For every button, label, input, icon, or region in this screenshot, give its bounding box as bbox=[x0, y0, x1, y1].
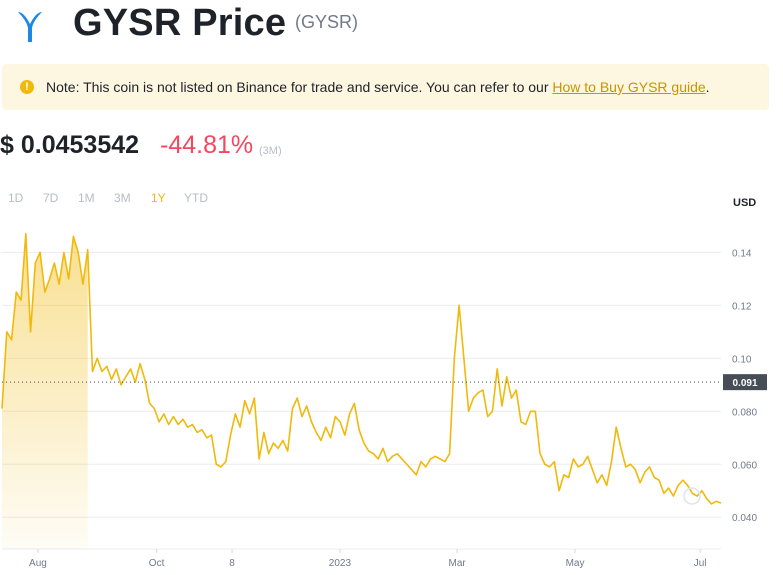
price-chart[interactable]: 0.091 0.040 0.060 0.080 0.10 0.12 0.14 Aug Oct… bbox=[0, 210, 783, 575]
header: GYSR Price (GYSR) bbox=[0, 0, 783, 52]
tab-1m[interactable]: 1M bbox=[78, 191, 95, 205]
y-tick-label: 0.14 bbox=[732, 248, 752, 259]
y-tick-label: 0.10 bbox=[732, 354, 752, 365]
x-tick-label: May bbox=[566, 558, 585, 569]
tab-1d[interactable]: 1D bbox=[8, 191, 24, 205]
tab-ytd[interactable]: YTD bbox=[184, 191, 208, 205]
chart-grid bbox=[2, 251, 721, 550]
x-tick-label: Jul bbox=[694, 558, 707, 569]
page-title: GYSR Price bbox=[73, 2, 287, 44]
price-line bbox=[1, 233, 722, 505]
chart-highlight-area bbox=[2, 233, 88, 549]
x-tick-label: 2023 bbox=[329, 558, 352, 569]
tab-3m[interactable]: 3M bbox=[114, 191, 131, 205]
x-tick-label: Oct bbox=[149, 558, 165, 569]
price-chart-svg[interactable]: 0.091 0.040 0.060 0.080 0.10 0.12 0.14 Aug Oct… bbox=[0, 210, 783, 575]
current-price: $ 0.0453542 bbox=[0, 131, 140, 159]
price-change: -44.81% bbox=[160, 131, 254, 159]
notice-suffix: . bbox=[705, 79, 710, 95]
how-to-buy-link[interactable]: How to Buy GYSR guide bbox=[552, 79, 706, 95]
highlight-area bbox=[2, 233, 88, 549]
watermark-circle bbox=[683, 487, 701, 505]
y-tick-label: 0.060 bbox=[732, 460, 757, 471]
coin-symbol: (GYSR) bbox=[295, 12, 358, 32]
reference-label: 0.091 bbox=[732, 378, 757, 389]
notice-banner: ! Note: This coin is not listed on Binan… bbox=[2, 64, 769, 110]
chart-marker bbox=[683, 487, 701, 505]
y-axis-ticks: 0.040 0.060 0.080 0.10 0.12 0.14 bbox=[732, 248, 757, 524]
x-tick-label: 8 bbox=[229, 558, 235, 569]
tab-7d[interactable]: 7D bbox=[43, 191, 59, 205]
reference-line: 0.091 bbox=[2, 374, 767, 391]
x-tick-label: Mar bbox=[449, 558, 467, 569]
x-axis-ticks: Aug Oct 8 2023 Mar May Jul bbox=[29, 549, 707, 569]
notice-message: Note: This coin is not listed on Binance… bbox=[46, 79, 553, 95]
y-tick-label: 0.040 bbox=[732, 513, 757, 524]
chart-line bbox=[1, 233, 722, 505]
exclamation-icon: ! bbox=[20, 80, 34, 94]
currency-label: USD bbox=[733, 197, 757, 209]
y-tick-label: 0.12 bbox=[732, 301, 752, 312]
y-tick-label: 0.080 bbox=[732, 407, 757, 418]
x-tick-label: Aug bbox=[29, 558, 47, 569]
tab-1y[interactable]: 1Y bbox=[151, 191, 166, 205]
reference-label-box bbox=[723, 374, 767, 391]
gysr-logo-icon bbox=[18, 12, 42, 42]
change-period: (3M) bbox=[259, 145, 282, 157]
notice-text: Note: This coin is not listed on Binance… bbox=[46, 79, 710, 95]
